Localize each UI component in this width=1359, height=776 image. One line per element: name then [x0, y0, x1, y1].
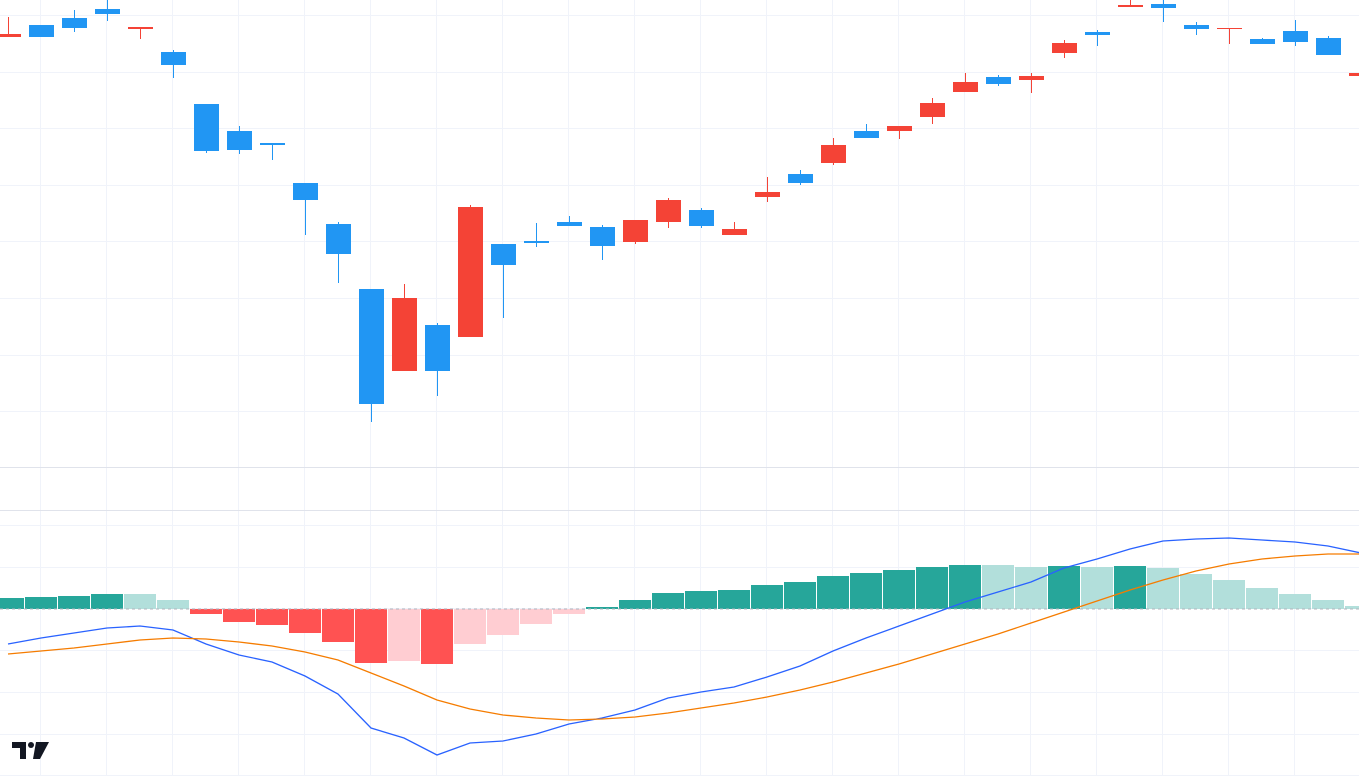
macd-line [7, 537, 1359, 756]
candle-body [1184, 25, 1209, 29]
candle-body [623, 220, 648, 242]
histogram-bar [652, 593, 684, 609]
candle-body [821, 145, 846, 163]
candle-body [920, 103, 945, 117]
candle-body [953, 82, 978, 92]
candle-body [656, 200, 681, 222]
histogram-bar [850, 573, 882, 609]
candle-body [293, 183, 318, 200]
histogram-bar [322, 609, 354, 642]
histogram-bar [1081, 567, 1113, 609]
histogram-bar [751, 585, 783, 609]
histogram-bar [190, 609, 222, 614]
candle-body [425, 325, 450, 371]
candle-body [1019, 76, 1044, 80]
histogram-bar [685, 591, 717, 609]
logo-shape [28, 742, 34, 748]
histogram-bar [223, 609, 255, 622]
candle-body [326, 224, 351, 254]
histogram-bar [1147, 568, 1179, 609]
candle-body [1217, 28, 1242, 29]
candle-body [161, 52, 186, 65]
histogram-bar [1114, 566, 1146, 609]
candle-body [1151, 4, 1176, 8]
candle-body [194, 104, 219, 151]
candle-body [1118, 5, 1143, 7]
histogram-bar [58, 596, 90, 609]
candle-body [524, 241, 549, 243]
candle-body [1250, 39, 1275, 44]
candle-body [1085, 32, 1110, 35]
histogram-bar [982, 565, 1014, 609]
candle-body [788, 174, 813, 183]
candle-body [1283, 31, 1308, 42]
histogram-bar [355, 609, 387, 663]
candle-body [359, 289, 384, 404]
histogram-bar [718, 590, 750, 609]
histogram-bar [817, 576, 849, 609]
histogram-bar [124, 594, 156, 609]
candle-body [95, 9, 120, 14]
histogram-bar [619, 600, 651, 609]
candle-body [458, 207, 483, 337]
histogram-bar [916, 567, 948, 609]
candle-body [1052, 43, 1077, 53]
histogram-bar [454, 609, 486, 644]
histogram-bar [784, 582, 816, 609]
histogram-bar [586, 607, 618, 609]
histogram-bar [256, 609, 288, 625]
candle-body [491, 244, 516, 265]
candle-body [29, 25, 54, 37]
logo-shape [33, 742, 49, 759]
candle-body [590, 227, 615, 246]
candle-body [986, 77, 1011, 84]
histogram-bar [1312, 600, 1344, 609]
histogram-bar [91, 594, 123, 609]
candle-body [227, 131, 252, 150]
macd-line [7, 553, 1359, 721]
histogram-bar [421, 609, 453, 664]
histogram-bar [487, 609, 519, 635]
histogram-bar [1345, 606, 1359, 609]
candle-body [557, 222, 582, 226]
candle-body [260, 143, 285, 145]
candle-body [1316, 38, 1341, 55]
histogram-bar [883, 570, 915, 609]
candle-body [1349, 73, 1359, 76]
candle-body [854, 131, 879, 138]
candle-body [722, 229, 747, 235]
histogram-bar [157, 600, 189, 609]
marks [0, 0, 1359, 756]
histogram-bar [553, 609, 585, 614]
logo-shape [12, 742, 26, 759]
logo [12, 742, 49, 759]
histogram-bar [1213, 580, 1245, 609]
candle-body [128, 27, 153, 29]
histogram-bar [520, 609, 552, 624]
candle-body [689, 210, 714, 226]
candle-body [887, 126, 912, 131]
candle-body [392, 298, 417, 371]
candle-body [0, 34, 21, 37]
histogram-bar [0, 598, 24, 609]
histogram-bar [1246, 588, 1278, 609]
histogram-bar [289, 609, 321, 633]
histogram-bar [1279, 594, 1311, 609]
candle-body [62, 18, 87, 28]
histogram-bar [1015, 567, 1047, 609]
histogram-bar [388, 609, 420, 661]
histogram-bar [25, 597, 57, 609]
histogram-bar [1180, 574, 1212, 609]
candle-body [755, 192, 780, 197]
